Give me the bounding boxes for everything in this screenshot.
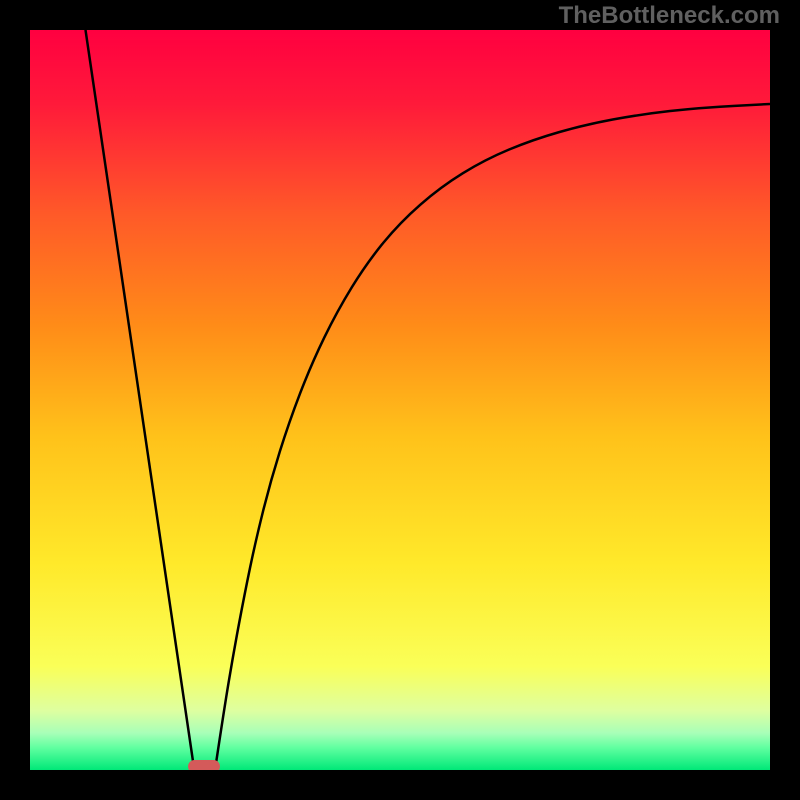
- plot-svg: [30, 30, 770, 770]
- watermark-label: TheBottleneck.com: [559, 2, 780, 30]
- minimum-marker: [188, 760, 221, 770]
- plot-area: [30, 30, 770, 770]
- chart-frame: TheBottleneck.com: [0, 0, 800, 800]
